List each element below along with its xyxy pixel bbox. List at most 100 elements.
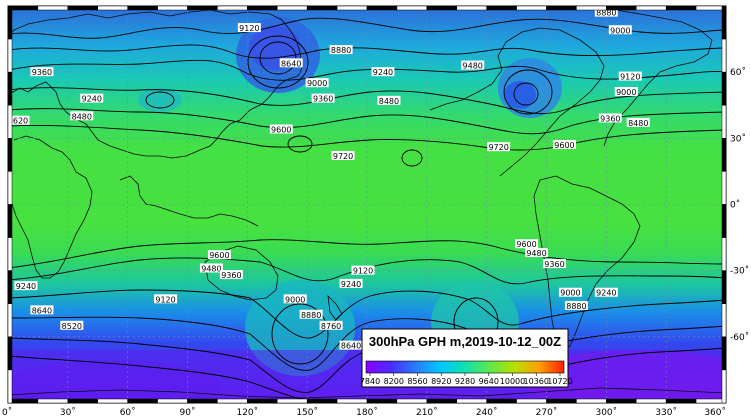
contour-label-text: 8760	[321, 322, 341, 331]
frame-bottom-segment	[426, 398, 458, 404]
contour-value-label: 8480	[377, 95, 401, 106]
contour-value-label: 8480	[70, 111, 94, 121]
frame-top-segment	[546, 5, 577, 11]
tick-labels: 0˚ 30˚ 60˚ 90˚ 120˚ 150˚ 180˚ 210˚ 240˚ 270˚ 300˚ 3…	[2, 67, 749, 418]
contour-value-label: 9000	[558, 287, 582, 298]
contour-label-background	[552, 139, 576, 149]
contour-label-background	[525, 248, 549, 258]
frame-top-segment	[336, 5, 368, 11]
contour-label-text: 9120	[620, 73, 640, 82]
contour-label-background	[207, 250, 231, 260]
colorbar-tick-label: 7840	[360, 377, 380, 386]
contour-label-background	[30, 67, 54, 77]
frame-top-segment	[665, 5, 697, 11]
contour-label-text: 9000	[285, 295, 305, 304]
contour-low-ring-3	[503, 69, 553, 115]
frame-bottom-segment	[247, 398, 278, 404]
contour-label-background	[299, 309, 323, 319]
contour-value-label: 9600	[207, 250, 231, 260]
contour-trough-ring-1	[271, 303, 329, 365]
frame-bottom-segment	[366, 398, 398, 404]
frame-bottom-segment	[37, 398, 69, 404]
frame-bottom-segment	[277, 398, 308, 404]
frame-right-segment	[721, 204, 727, 238]
contour-label-background	[154, 294, 178, 304]
contour-label-text: 8880	[566, 302, 586, 311]
low-pressure-core-north-america	[504, 81, 536, 109]
contour-label-background	[329, 45, 353, 55]
frame-right-segment	[721, 138, 727, 172]
frame-right-segment	[721, 303, 727, 338]
contour-label-background	[339, 278, 363, 288]
contour-label-background	[237, 23, 261, 33]
frame-bottom-segment	[576, 398, 607, 404]
contour-label-background	[199, 263, 223, 273]
frame-top-segment	[306, 5, 338, 11]
contour-label-background	[319, 320, 343, 330]
coast-greenland-europe	[597, 9, 713, 147]
contour-high-ring-2	[287, 135, 313, 153]
frame-top-segment	[366, 5, 398, 11]
contour-labels: 9120 9360 9240 8480 8620 8640 8880 9000 9360 9240…	[6, 7, 650, 351]
contour-label-text: 9000	[616, 88, 636, 97]
contour-label-text: 9360	[221, 271, 241, 280]
contour-label-background	[351, 265, 375, 275]
frame-right-segment	[721, 5, 727, 40]
map-title: 300hPa GPH m,2019-10-12_00Z	[369, 334, 561, 349]
frame-top-segment	[576, 5, 607, 11]
contour-label-background	[14, 281, 38, 291]
lon-tick-label: 240˚	[476, 407, 498, 418]
contour-value-label: 9480	[461, 60, 485, 71]
contour-label-text: 9240	[596, 289, 616, 298]
contour-label-text: 9720	[488, 143, 508, 152]
contour-value-label: 8640	[30, 305, 54, 315]
contour-value-label: 9600	[269, 124, 293, 135]
frame-left-segment	[7, 270, 13, 304]
contour-label-background	[564, 300, 588, 310]
colorbar	[365, 360, 565, 374]
frame-right-segment	[721, 336, 727, 371]
contour-label-text: 9360	[32, 68, 52, 77]
colorbar-tick-label: 8200	[384, 377, 404, 386]
frame-bottom-segment	[157, 398, 188, 404]
colorbar-tick-label: 8920	[431, 377, 451, 386]
frame-top-segment	[426, 5, 458, 11]
frame-bottom-segment	[336, 398, 368, 404]
contour-label-text: 9000	[307, 79, 327, 88]
frame-left-segment	[7, 138, 13, 172]
contour-label-text: 8880	[301, 311, 321, 320]
frame-top-segment	[127, 5, 158, 11]
colorbar-tick-label: 10360	[524, 377, 549, 386]
lat-tick-label: 60˚	[730, 67, 746, 78]
colorbar-tick-label: 10000	[500, 377, 525, 386]
frame-left-segment	[7, 237, 13, 271]
contour-label-background	[6, 115, 30, 125]
coast-antarctica	[8, 387, 726, 399]
frame-top-segment	[217, 5, 248, 11]
contour-label-background	[461, 60, 485, 70]
frame-right-segment	[721, 237, 727, 271]
lon-tick-label: 180˚	[356, 407, 378, 418]
contour-label-text: 9360	[600, 114, 620, 123]
contour-value-label: 9000	[283, 294, 307, 304]
frame-bottom-segment	[665, 398, 697, 404]
contour-label-background	[614, 87, 638, 97]
frame-top-segment	[636, 5, 667, 11]
contour-value-label: 9120	[351, 265, 375, 276]
frame-top-segment	[277, 5, 308, 11]
contour-label-background	[331, 150, 355, 160]
contour-value-label: 9360	[30, 67, 54, 77]
contour-value-label: 9360	[598, 113, 622, 123]
contour-value-label: 9000	[305, 78, 329, 88]
lon-tick-label: 30˚	[60, 407, 76, 418]
contour-value-label: 8520	[60, 320, 84, 331]
frame-right-segment	[721, 38, 727, 73]
contour-label-background	[377, 95, 401, 105]
contour-value-label: 8880	[564, 300, 588, 311]
frame-left-segment	[7, 303, 13, 338]
frame-right-segment	[721, 369, 727, 404]
contour-label-text: 9240	[82, 95, 102, 104]
contour-label-text: 9120	[155, 295, 175, 304]
contour-low-ring-5	[145, 91, 175, 109]
